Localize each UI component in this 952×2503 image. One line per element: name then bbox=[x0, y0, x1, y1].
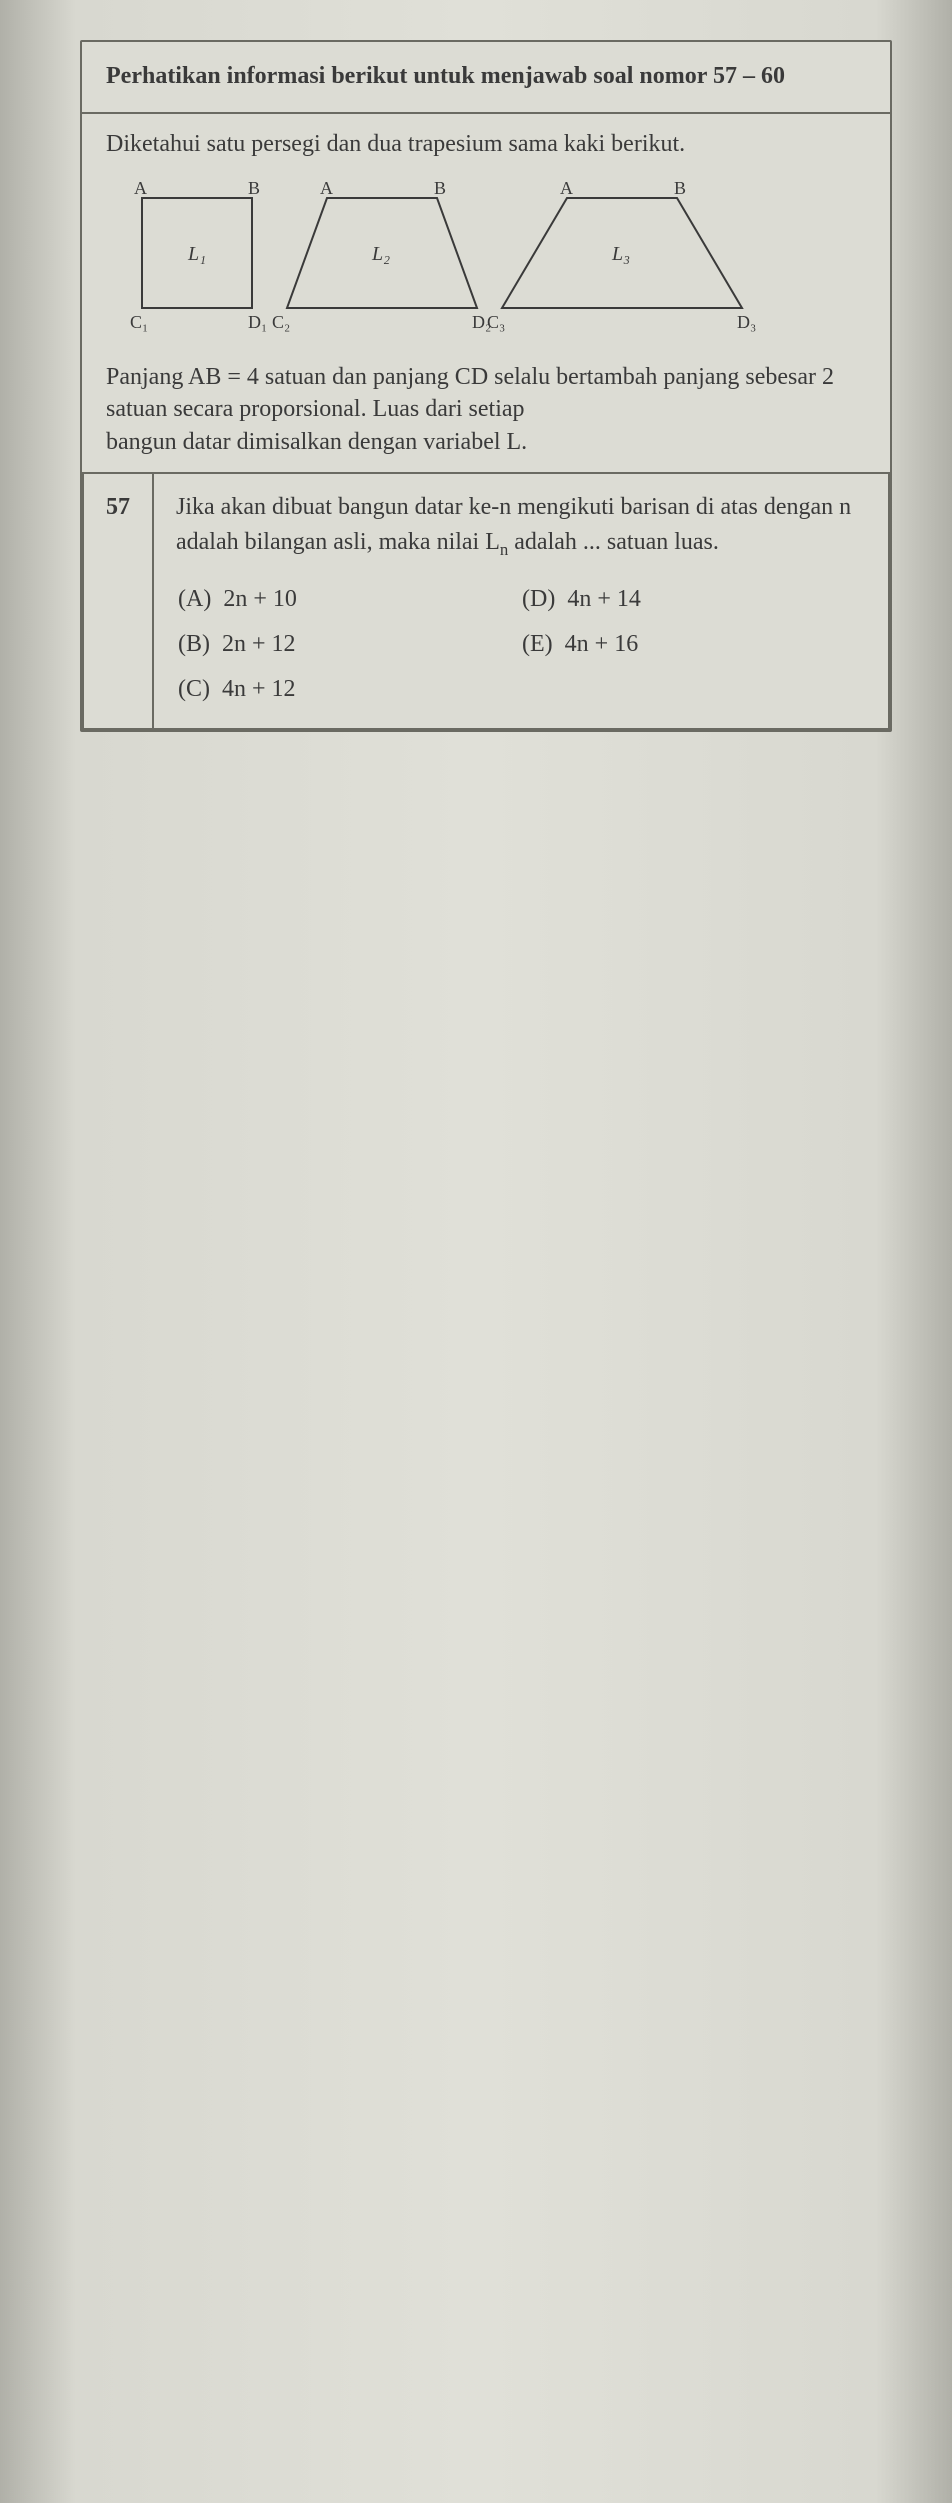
shapes-figure: A B C₁ D₁ L₁ A B C₂ D₂ L₂ bbox=[122, 178, 772, 343]
option-label: (A) bbox=[178, 586, 211, 612]
vertex-label: B bbox=[434, 178, 446, 198]
option-label: (B) bbox=[178, 631, 210, 657]
option-e: (E) 4n + 16 bbox=[522, 623, 864, 666]
header-row: Perhatikan informasi berikut untuk menja… bbox=[82, 42, 890, 114]
question-number: 57 bbox=[83, 473, 153, 729]
option-label: (C) bbox=[178, 676, 210, 702]
description-line2: bangun datar dimisalkan dengan variabel … bbox=[106, 426, 866, 458]
table-row: (B) 2n + 12 (E) 4n + 16 bbox=[178, 623, 864, 666]
option-c: (C) 4n + 12 bbox=[178, 668, 520, 711]
intro-text: Diketahui satu persegi dan dua trapesium… bbox=[106, 128, 866, 160]
table-row: (C) 4n + 12 bbox=[178, 668, 864, 711]
question-cell: Jika akan dibuat bangun datar ke-n mengi… bbox=[153, 473, 889, 729]
table-row: 57 Jika akan dibuat bangun datar ke-n me… bbox=[83, 473, 889, 729]
stem2-prefix: adalah bilangan asli, maka nilai L bbox=[176, 529, 500, 555]
vertex-label: D₁ bbox=[248, 312, 267, 332]
vertex-label: A bbox=[134, 178, 147, 198]
shape-trapezoid-l3: A B C₃ D₃ L₃ bbox=[487, 178, 756, 332]
option-empty bbox=[522, 668, 864, 711]
shape-center-label: L₁ bbox=[187, 243, 206, 265]
page: Perhatikan informasi berikut untuk menja… bbox=[0, 0, 952, 2503]
vertex-label: B bbox=[248, 178, 260, 198]
option-label: (D) bbox=[522, 586, 555, 612]
options-table: (A) 2n + 10 (D) 4n + 14 (B) 2n + 12 bbox=[176, 576, 866, 712]
vertex-label: B bbox=[674, 178, 686, 198]
stem2-suffix: adalah ... satuan luas. bbox=[508, 529, 719, 555]
figure-row: A B C₁ D₁ L₁ A B C₂ D₂ L₂ bbox=[82, 168, 890, 353]
question-table: 57 Jika akan dibuat bangun datar ke-n me… bbox=[82, 472, 890, 730]
vertex-label: A bbox=[320, 178, 333, 198]
option-a: (A) 2n + 10 bbox=[178, 578, 520, 621]
option-text: 4n + 16 bbox=[565, 631, 639, 657]
description-line1: Panjang AB = 4 satuan dan panjang CD sel… bbox=[106, 361, 866, 426]
vertex-label: C₃ bbox=[487, 312, 505, 332]
option-text: 2n + 12 bbox=[222, 631, 296, 657]
option-d: (D) 4n + 14 bbox=[522, 578, 864, 621]
description-row: Panjang AB = 4 satuan dan panjang CD sel… bbox=[82, 353, 890, 472]
option-b: (B) 2n + 12 bbox=[178, 623, 520, 666]
vertex-label: C₂ bbox=[272, 312, 290, 332]
content-frame: Perhatikan informasi berikut untuk menja… bbox=[80, 40, 892, 732]
shape-square-l1: A B C₁ D₁ L₁ bbox=[130, 178, 267, 332]
table-row: (A) 2n + 10 (D) 4n + 14 bbox=[178, 578, 864, 621]
vertex-label: D₃ bbox=[737, 312, 756, 332]
intro-row: Diketahui satu persegi dan dua trapesium… bbox=[82, 114, 890, 168]
option-text: 4n + 14 bbox=[567, 586, 641, 612]
option-text: 2n + 10 bbox=[223, 586, 297, 612]
question-stem-line2: adalah bilangan asli, maka nilai Ln adal… bbox=[176, 525, 866, 562]
vertex-label: C₁ bbox=[130, 312, 148, 332]
shape-center-label: L₂ bbox=[371, 243, 390, 265]
option-text: 4n + 12 bbox=[222, 676, 296, 702]
vertex-label: A bbox=[560, 178, 573, 198]
shape-center-label: L₃ bbox=[611, 243, 630, 265]
option-label: (E) bbox=[522, 631, 553, 657]
question-stem-line1: Jika akan dibuat bangun datar ke-n mengi… bbox=[176, 490, 866, 525]
shape-trapezoid-l2: A B C₂ D₂ L₂ bbox=[272, 178, 491, 332]
header-title: Perhatikan informasi berikut untuk menja… bbox=[106, 60, 866, 94]
